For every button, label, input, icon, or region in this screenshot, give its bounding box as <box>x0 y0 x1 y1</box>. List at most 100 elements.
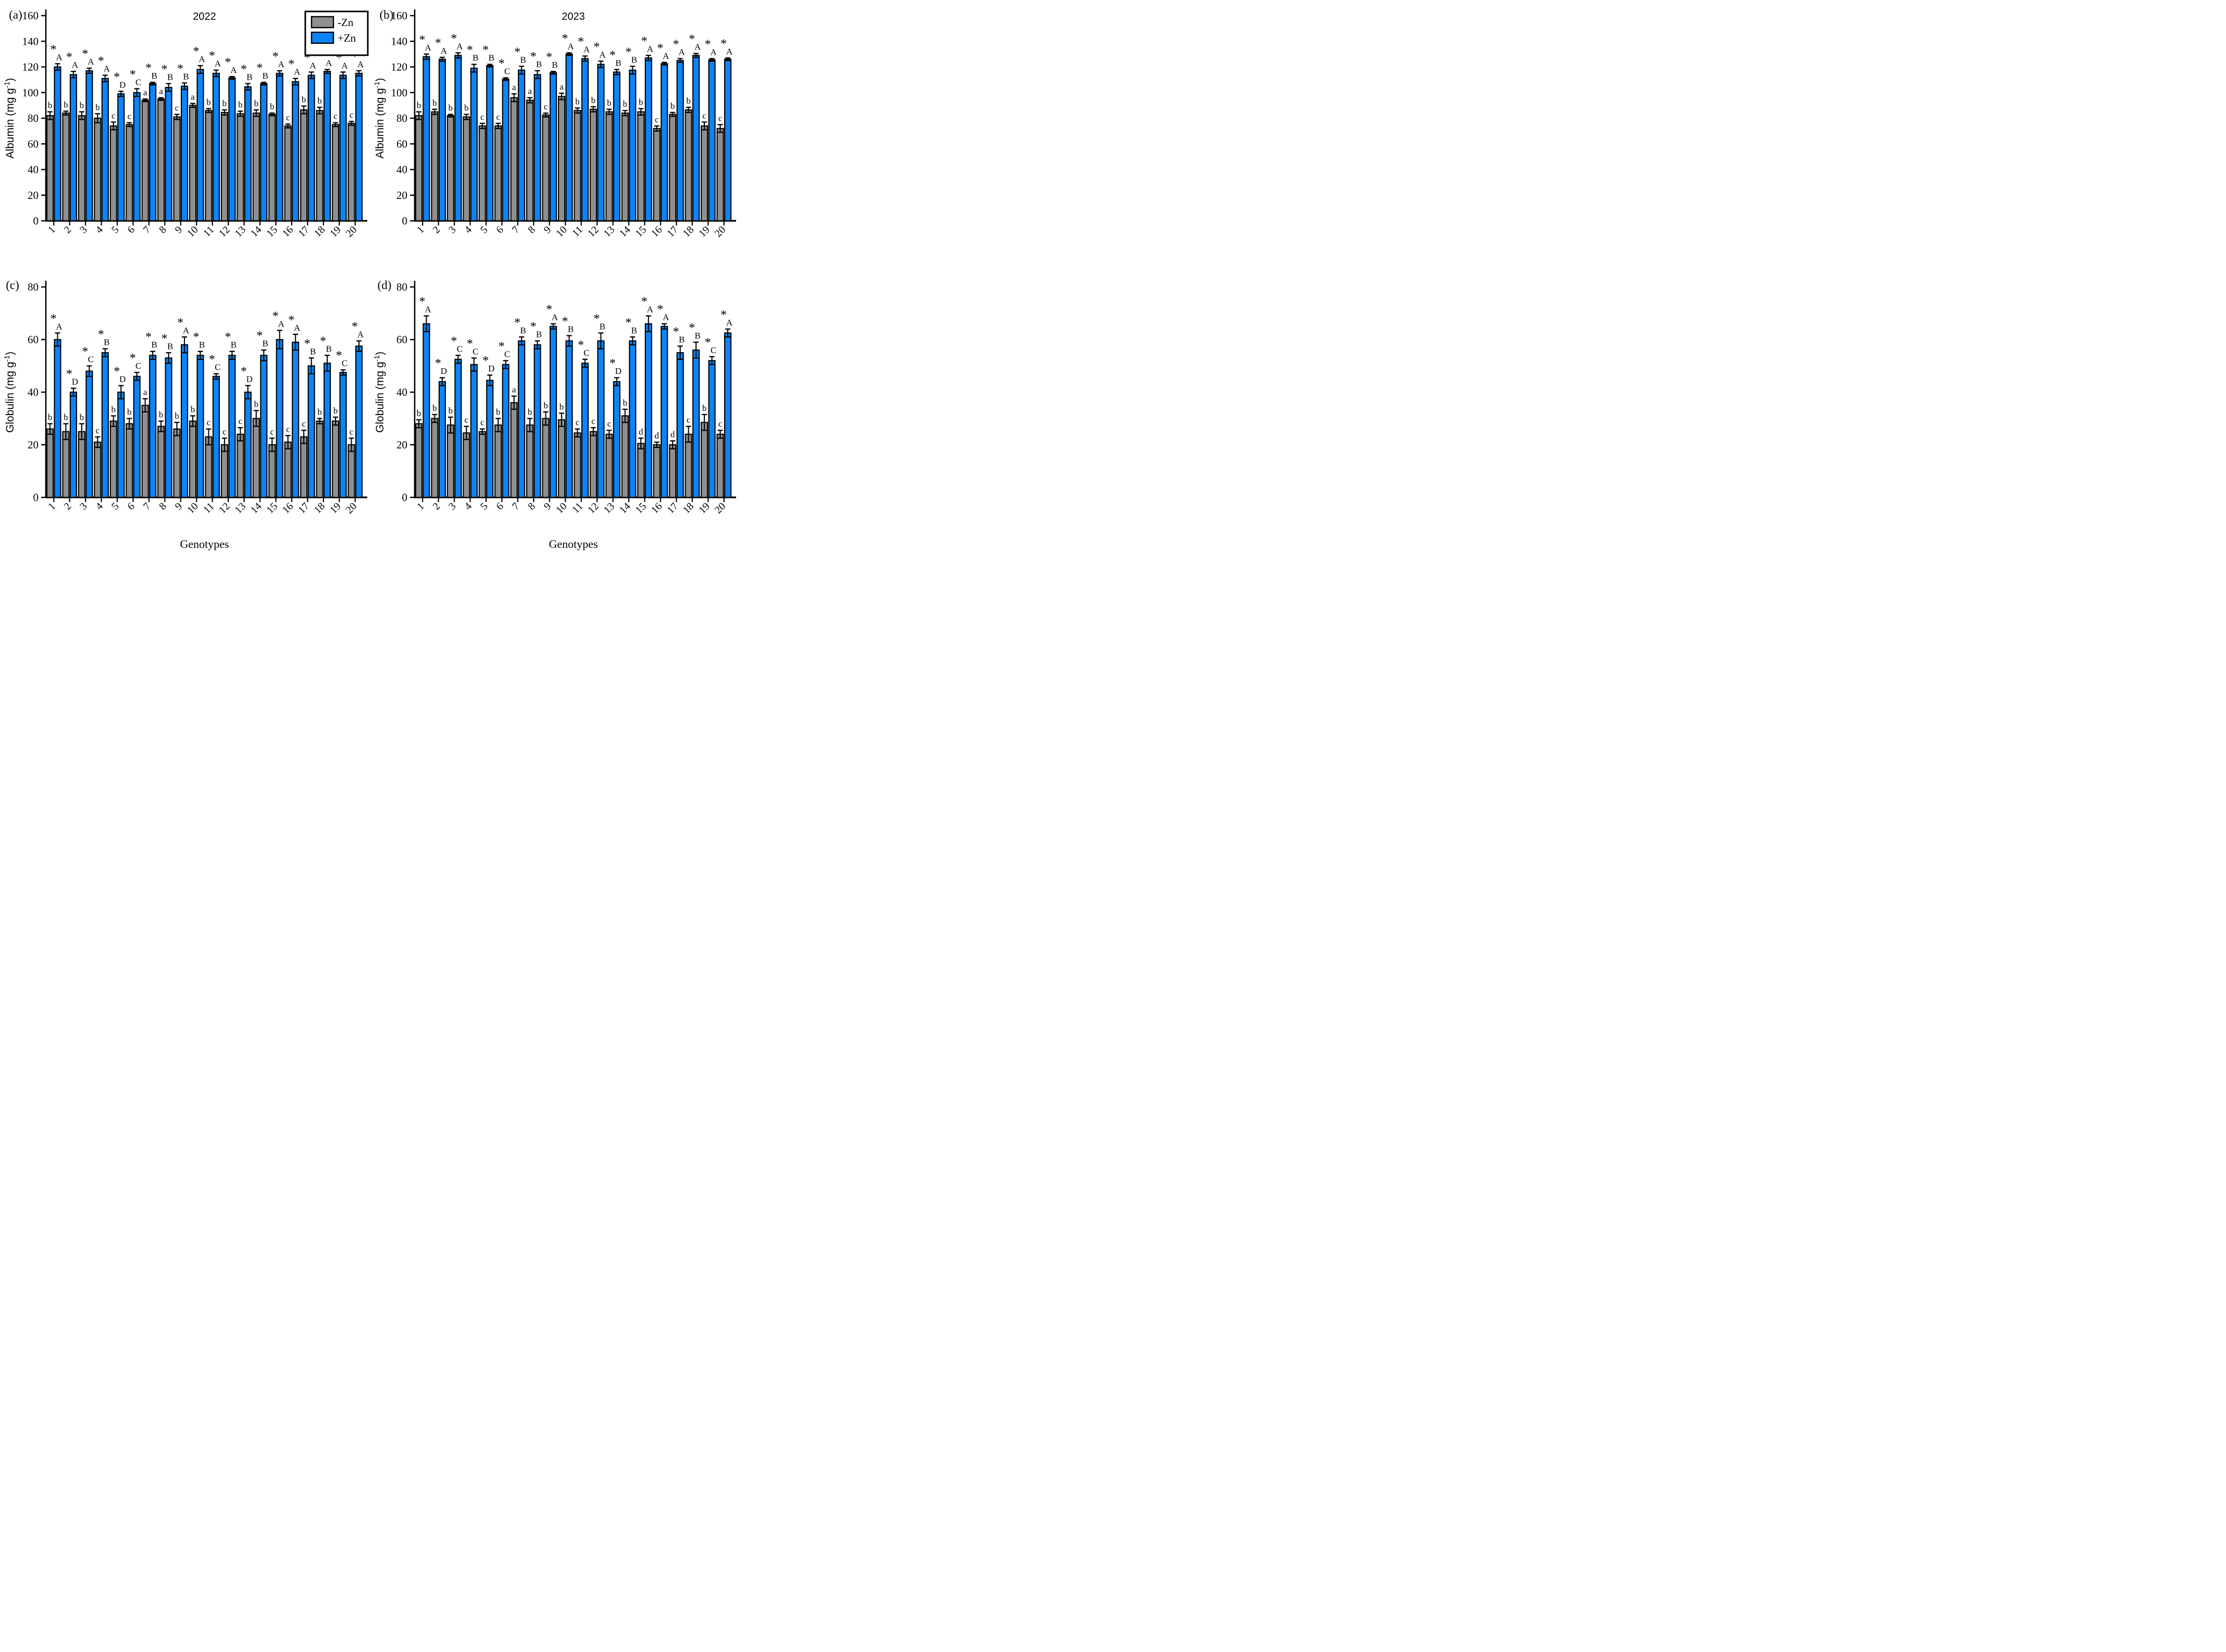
bar <box>661 326 668 498</box>
sig-letter: A <box>278 319 285 329</box>
bar <box>284 441 292 498</box>
bar <box>339 74 347 222</box>
bar <box>237 433 244 498</box>
sig-asterisk: * <box>82 47 88 61</box>
y-tick-label: 0 <box>402 215 408 227</box>
sig-letter: A <box>456 41 463 51</box>
x-tick-label: 9 <box>173 500 185 512</box>
bar <box>581 58 589 222</box>
sig-letter: c <box>350 110 354 120</box>
y-tick-label: 40 <box>396 386 407 398</box>
bar <box>510 97 518 222</box>
sig-asterisk: * <box>578 339 584 352</box>
bar <box>438 58 446 222</box>
x-tick-label: 11 <box>570 224 585 239</box>
sig-letter: A <box>726 46 733 56</box>
sig-letter: c <box>239 416 243 426</box>
sig-letter: B <box>199 340 205 350</box>
sig-letter: A <box>663 312 669 322</box>
sig-letter: A <box>56 52 63 62</box>
sig-letter: b <box>623 398 628 408</box>
sig-letter: c <box>127 111 131 121</box>
sig-asterisk: * <box>130 352 136 365</box>
panel-albumin-2022: (a) 2022 0 20 40 60 80 100 120 140 160 Albumin (mg … <box>0 0 373 273</box>
bar <box>276 72 283 222</box>
x-tick-label: 6 <box>494 500 506 512</box>
x-tick-label: 13 <box>232 224 248 240</box>
y-tick-label: 20 <box>396 189 407 202</box>
x-tick-label: 16 <box>649 500 665 516</box>
sig-asterisk: * <box>288 314 294 327</box>
bar <box>205 436 213 498</box>
bar <box>637 443 645 498</box>
bar <box>701 125 708 222</box>
sig-asterisk: * <box>578 35 584 49</box>
x-tick-label: 1 <box>415 224 427 236</box>
bar <box>173 116 181 222</box>
sig-letter: B <box>231 340 237 350</box>
sig-letter: c <box>687 415 691 425</box>
bar <box>54 339 61 498</box>
sig-letter: b <box>449 406 453 416</box>
x-tick-label: 11 <box>201 500 216 516</box>
x-tick-label: 20 <box>713 500 728 516</box>
series-+Zn: A*A*A*A*D*C*B*B*B*A*A*A*B*B*A*A*A*A*A*A* <box>50 43 364 222</box>
sig-letter: b <box>175 411 179 421</box>
x-tick-label: 6 <box>494 224 506 236</box>
sig-asterisk: * <box>451 334 457 348</box>
sig-letter: A <box>599 49 606 59</box>
bar <box>431 418 439 498</box>
bar <box>316 420 324 498</box>
sig-letter: B <box>472 53 478 63</box>
x-tick-label: 4 <box>93 500 105 512</box>
sig-letter: B <box>552 60 557 70</box>
sig-letter: c <box>591 416 595 426</box>
figure-row-bottom: (c) 0 20 40 60 80 Globulin (mg g-1) 1 2 3 4 5 6 7 8 9 10… <box>0 273 742 550</box>
y-tick-label: 80 <box>396 112 407 124</box>
series-+Zn: A*D*C*B*D* C*B*B*A*B*C*B*D*B*A*A*B* B*C*A* <box>50 309 364 498</box>
sig-letter: B <box>489 53 494 63</box>
sig-asterisk: * <box>256 329 263 343</box>
sig-letter: A <box>310 60 317 70</box>
sig-letter: b <box>607 98 612 108</box>
bar <box>518 340 526 498</box>
sig-asterisk: * <box>419 295 425 309</box>
sig-letter: b <box>432 98 437 108</box>
sig-asterisk: * <box>288 58 294 71</box>
x-tick-label: 17 <box>296 224 312 240</box>
bar <box>157 425 165 498</box>
sig-letter: A <box>583 45 590 55</box>
sig-letter: A <box>357 59 364 69</box>
x-tick-label: 8 <box>526 224 538 236</box>
bar <box>478 431 486 498</box>
sig-asterisk: * <box>114 70 120 84</box>
sig-letter: b <box>254 399 259 409</box>
y-tick-label: 40 <box>396 164 407 176</box>
sig-letter: c <box>718 113 723 123</box>
x-tick-label: 18 <box>312 224 328 240</box>
y-axis-title: Globulin (mg g-1) <box>3 352 16 433</box>
bar <box>605 111 613 222</box>
bar <box>220 444 228 498</box>
bar <box>284 125 292 222</box>
x-tick-label: 1 <box>415 500 427 512</box>
x-tick-label: 13 <box>232 500 248 516</box>
sig-letter: b <box>64 412 68 422</box>
sig-letter: B <box>694 331 700 341</box>
x-tick-label: 7 <box>141 500 153 512</box>
bar <box>565 53 573 222</box>
x-tick-label: 9 <box>173 224 185 236</box>
sig-letter: d <box>670 429 675 439</box>
sig-letter: c <box>175 103 179 113</box>
bar <box>133 92 141 222</box>
sig-letter: A <box>56 321 63 331</box>
sig-letter: b <box>317 407 322 417</box>
sig-asterisk: * <box>435 357 441 370</box>
bar <box>46 115 54 222</box>
sig-letter: A <box>663 51 669 61</box>
sig-asterisk: * <box>546 303 552 317</box>
x-tick-label: 11 <box>570 500 585 516</box>
bar <box>316 110 324 222</box>
sig-asterisk: * <box>625 45 631 59</box>
